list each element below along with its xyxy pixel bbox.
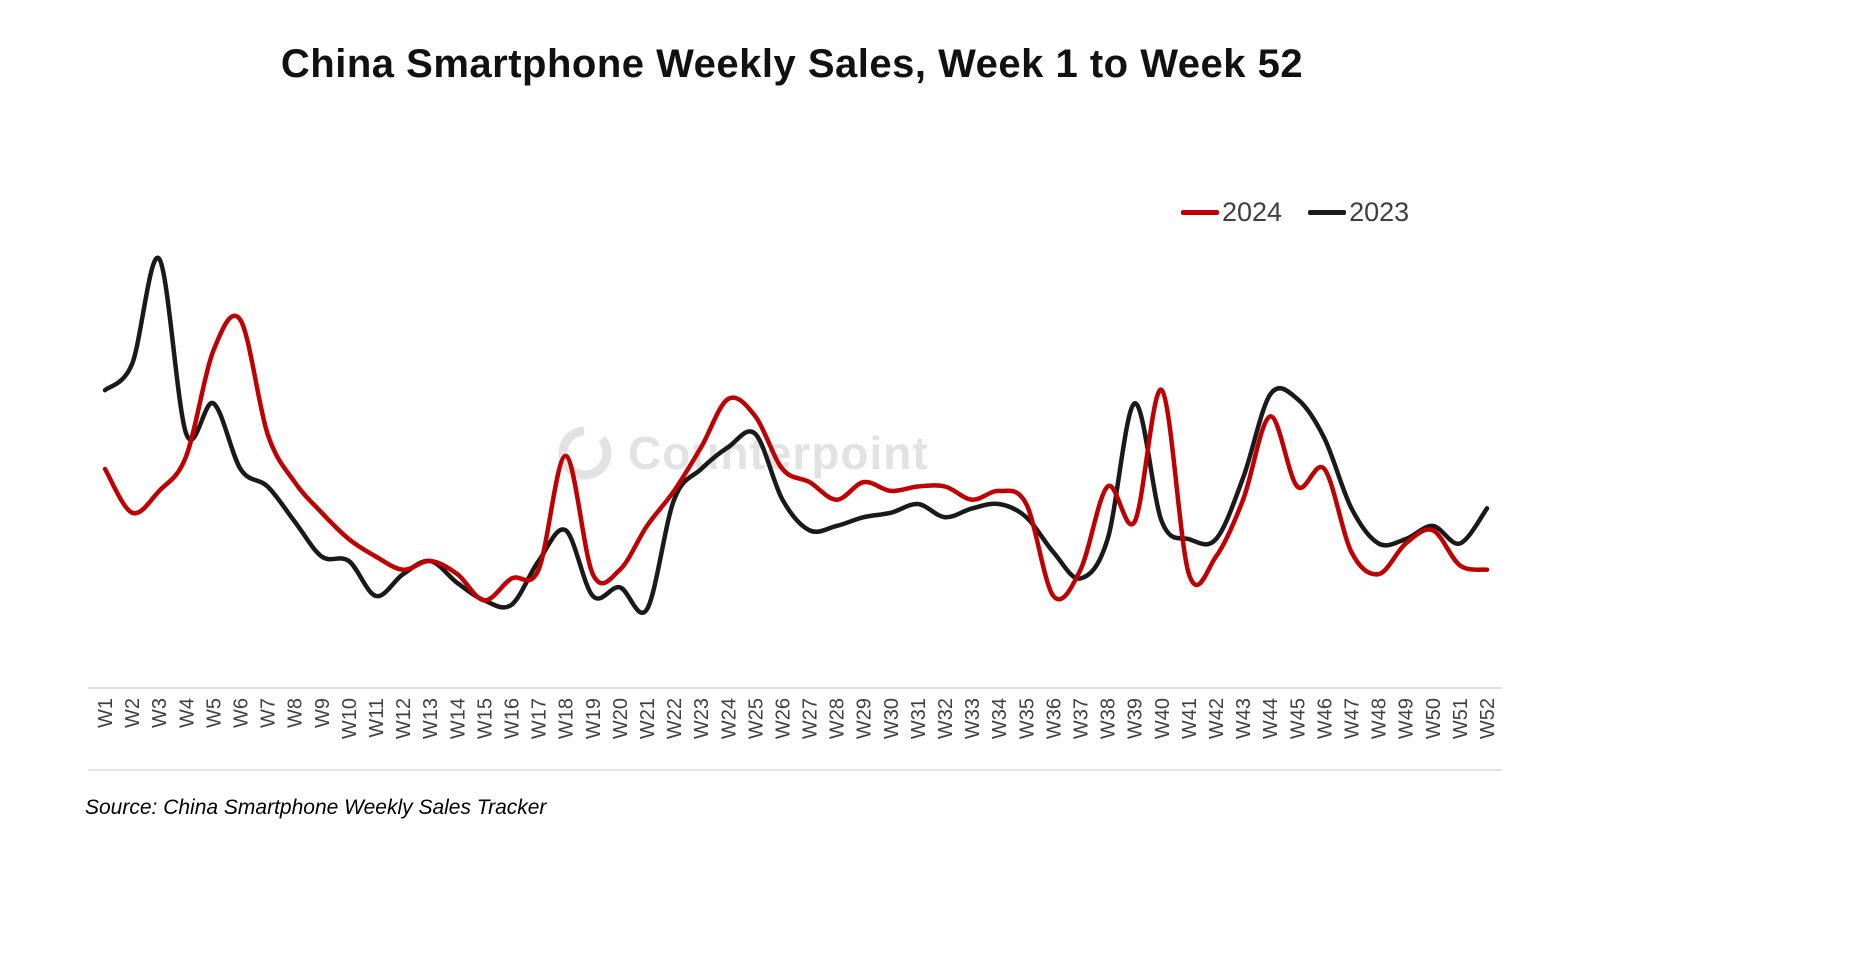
x-tick-label: W51 — [1450, 698, 1472, 739]
x-tick-label: W45 — [1287, 698, 1309, 739]
legend-item-2023: 2023 — [1308, 197, 1409, 228]
x-tick-label: W8 — [285, 698, 307, 728]
x-tick-label: W38 — [1098, 698, 1120, 739]
watermark: Counterpoint — [556, 424, 929, 482]
x-tick-label: W40 — [1152, 698, 1174, 739]
x-tick-label: W42 — [1206, 698, 1228, 739]
x-tick-label: W4 — [176, 698, 198, 728]
x-tick-label: W47 — [1342, 698, 1364, 739]
x-tick-label: W12 — [393, 698, 415, 739]
legend-swatch-2024 — [1181, 210, 1219, 215]
x-tick-label: W44 — [1260, 698, 1282, 739]
x-tick-label: W20 — [610, 698, 632, 739]
legend-swatch-2023 — [1308, 210, 1347, 215]
x-tick-label: W43 — [1233, 698, 1255, 739]
x-tick-label: W13 — [420, 698, 442, 739]
x-tick-label: W21 — [637, 698, 659, 739]
x-tick-label: W14 — [447, 698, 469, 739]
x-tick-label: W49 — [1396, 698, 1418, 739]
x-tick-label: W41 — [1179, 698, 1201, 739]
x-tick-label: W27 — [800, 698, 822, 739]
x-tick-label: W11 — [366, 698, 388, 738]
x-tick-label: W46 — [1314, 698, 1336, 739]
x-tick-label: W9 — [312, 698, 334, 728]
x-tick-label: W5 — [203, 698, 225, 728]
x-tick-label: W37 — [1071, 698, 1093, 739]
x-tick-label: W3 — [149, 698, 171, 728]
x-tick-label: W48 — [1369, 698, 1391, 739]
x-tick-label: W15 — [474, 698, 496, 739]
x-tick-label: W39 — [1125, 698, 1147, 739]
x-tick-label: W30 — [881, 698, 903, 739]
series-line-2024 — [102, 313, 1490, 603]
x-tick-label: W52 — [1477, 698, 1499, 739]
chart-title: China Smartphone Weekly Sales, Week 1 to… — [280, 42, 1304, 86]
x-tick-label: W32 — [935, 698, 957, 739]
x-tick-label: W24 — [718, 698, 740, 739]
x-tick-label: W35 — [1016, 698, 1038, 739]
x-tick-label: W23 — [691, 698, 713, 739]
x-tick-label: W19 — [583, 698, 605, 739]
x-tick-label: W7 — [258, 698, 280, 728]
x-tick-label: W31 — [908, 698, 930, 739]
x-tick-label: W36 — [1043, 698, 1065, 739]
x-tick-label: W26 — [773, 698, 795, 739]
x-tick-label: W22 — [664, 698, 686, 739]
chart-legend: 2024 2023 — [1181, 197, 1409, 228]
x-tick-label: W17 — [529, 698, 551, 739]
x-tick-label: W50 — [1423, 698, 1445, 739]
x-tick-label: W6 — [231, 698, 253, 728]
x-tick-label: W10 — [339, 698, 361, 739]
legend-item-2024: 2024 — [1181, 197, 1282, 228]
x-tick-label: W33 — [962, 698, 984, 739]
series-line-2023 — [102, 255, 1490, 615]
x-tick-label: W25 — [745, 698, 767, 739]
x-tick-label: W18 — [556, 698, 578, 739]
legend-label-2024: 2024 — [1222, 197, 1283, 227]
x-tick-label: W28 — [827, 698, 849, 739]
x-tick-label: W1 — [95, 698, 117, 728]
x-tick-label: W29 — [854, 698, 876, 739]
x-tick-label: W34 — [989, 698, 1011, 739]
counterpoint-logo-icon — [558, 426, 612, 480]
x-tick-label: W16 — [502, 698, 524, 739]
legend-label-2023: 2023 — [1349, 197, 1410, 227]
x-tick-label: W2 — [122, 698, 144, 728]
watermark-text: Counterpoint — [628, 427, 929, 479]
source-note: Source: China Smartphone Weekly Sales Tr… — [85, 796, 547, 819]
